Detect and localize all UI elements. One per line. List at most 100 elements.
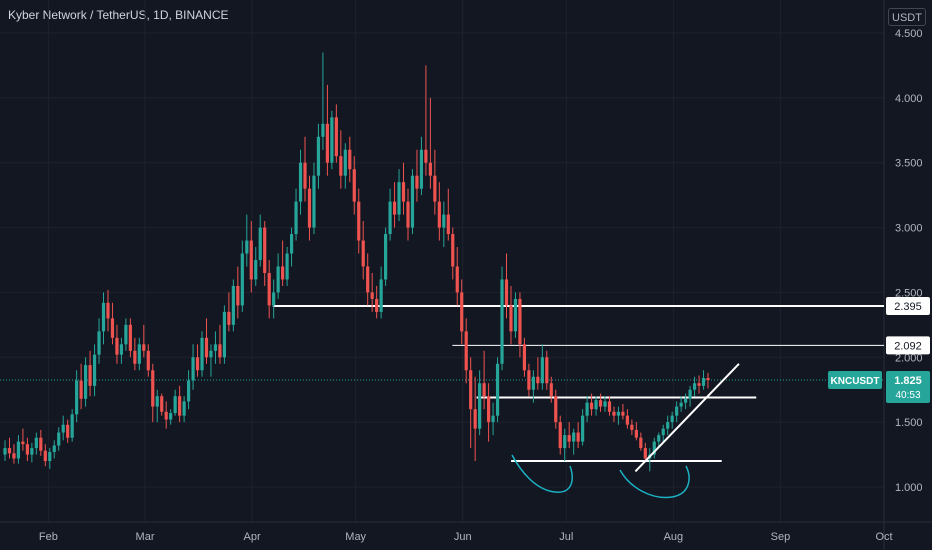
candle-body	[428, 162, 432, 176]
candle-body	[379, 279, 383, 312]
candle-body	[509, 305, 513, 332]
candle-body	[334, 117, 338, 157]
candle-body	[357, 201, 361, 241]
candle-body	[48, 451, 52, 462]
price-label: 2.092	[894, 340, 922, 352]
freehand-curve	[619, 465, 690, 499]
candle-body	[39, 437, 43, 451]
candle-body	[110, 318, 115, 338]
candle-body	[491, 415, 495, 423]
candle-body	[222, 311, 227, 358]
horizontal-lines	[0, 305, 884, 463]
candle-body	[21, 441, 25, 445]
candle-body	[160, 396, 164, 412]
candle-body	[442, 214, 446, 228]
candles	[3, 52, 710, 472]
x-tick-label: Aug	[664, 531, 684, 543]
candle-body	[155, 396, 159, 407]
candle-body	[272, 292, 276, 306]
candle-body	[657, 435, 661, 442]
candle-body	[281, 266, 285, 280]
candle-body	[92, 354, 97, 386]
candle-body	[464, 331, 468, 371]
candle-body	[294, 201, 298, 235]
price-labels: 2.395 2.092 KNCUSDT 1.825 40:53	[828, 297, 930, 403]
candle-body	[522, 344, 527, 371]
candle-body	[186, 380, 191, 402]
x-tick-label: May	[345, 531, 366, 543]
candle-body	[12, 453, 16, 459]
candle-body	[675, 406, 679, 416]
candle-body	[679, 402, 683, 407]
candle-body	[115, 337, 119, 355]
candle-body	[303, 162, 307, 189]
candle-body	[34, 437, 38, 449]
candle-body	[3, 448, 7, 455]
candle-body	[581, 415, 585, 442]
candle-body	[307, 188, 312, 228]
candle-body	[692, 383, 697, 390]
candle-body	[61, 424, 65, 433]
candle-body	[339, 156, 343, 176]
candle-body	[285, 253, 289, 280]
candle-body	[16, 441, 21, 459]
candle-body	[451, 234, 455, 267]
candle-body	[227, 311, 231, 325]
y-tick-label: 1.500	[895, 417, 923, 429]
candle-body	[513, 298, 518, 332]
candle-body	[589, 402, 594, 410]
candle-body	[75, 380, 79, 415]
candle-body	[585, 402, 589, 416]
symbol-badge: KNCUSDT	[831, 376, 880, 387]
candle-body	[343, 149, 347, 176]
currency-button[interactable]: USDT	[888, 8, 926, 26]
candle-body	[79, 380, 83, 399]
candle-body	[486, 396, 491, 423]
candle-body	[101, 302, 106, 332]
x-tick-label: Oct	[875, 531, 892, 543]
candle-body	[415, 175, 419, 189]
candle-body	[572, 432, 576, 442]
candle-body	[455, 266, 459, 293]
candle-body	[527, 370, 531, 390]
x-tick-label: Apr	[244, 531, 261, 543]
x-tick-label: Mar	[136, 531, 155, 543]
candle-body	[666, 422, 670, 429]
candle-body	[576, 432, 580, 442]
candle-body	[240, 253, 244, 306]
candle-body	[621, 411, 625, 416]
candle-body	[312, 175, 316, 228]
candle-body	[567, 435, 571, 442]
candle-body	[25, 444, 29, 455]
candle-body	[133, 350, 137, 364]
candle-body	[245, 240, 249, 254]
candle-body	[639, 437, 643, 449]
candle-body	[164, 411, 168, 420]
candle-body	[643, 448, 647, 459]
candle-body	[473, 409, 477, 429]
candle-body	[419, 149, 424, 189]
candle-body	[670, 415, 674, 423]
x-tick-label: Feb	[39, 531, 58, 543]
candle-body	[361, 240, 365, 267]
candle-body	[661, 428, 665, 436]
candle-body	[124, 324, 128, 345]
x-tick-label: Sep	[771, 531, 791, 543]
x-axis: Feb Mar Apr May Jun Jul Aug Sep Oct	[39, 531, 893, 543]
candle-body	[630, 424, 634, 430]
x-tick-label: Jul	[559, 531, 573, 543]
candle-body	[191, 357, 195, 381]
candle-body	[536, 376, 540, 384]
candle-body	[209, 350, 213, 358]
candle-body	[83, 365, 88, 399]
candle-body	[406, 201, 410, 228]
current-price-box	[886, 370, 930, 403]
price-label: 2.395	[894, 301, 922, 313]
candle-body	[375, 298, 379, 312]
candle-body	[43, 450, 47, 462]
candle-body	[298, 162, 303, 202]
candle-body	[195, 357, 200, 371]
freehand-curve	[511, 454, 573, 493]
candle-body	[545, 357, 549, 384]
